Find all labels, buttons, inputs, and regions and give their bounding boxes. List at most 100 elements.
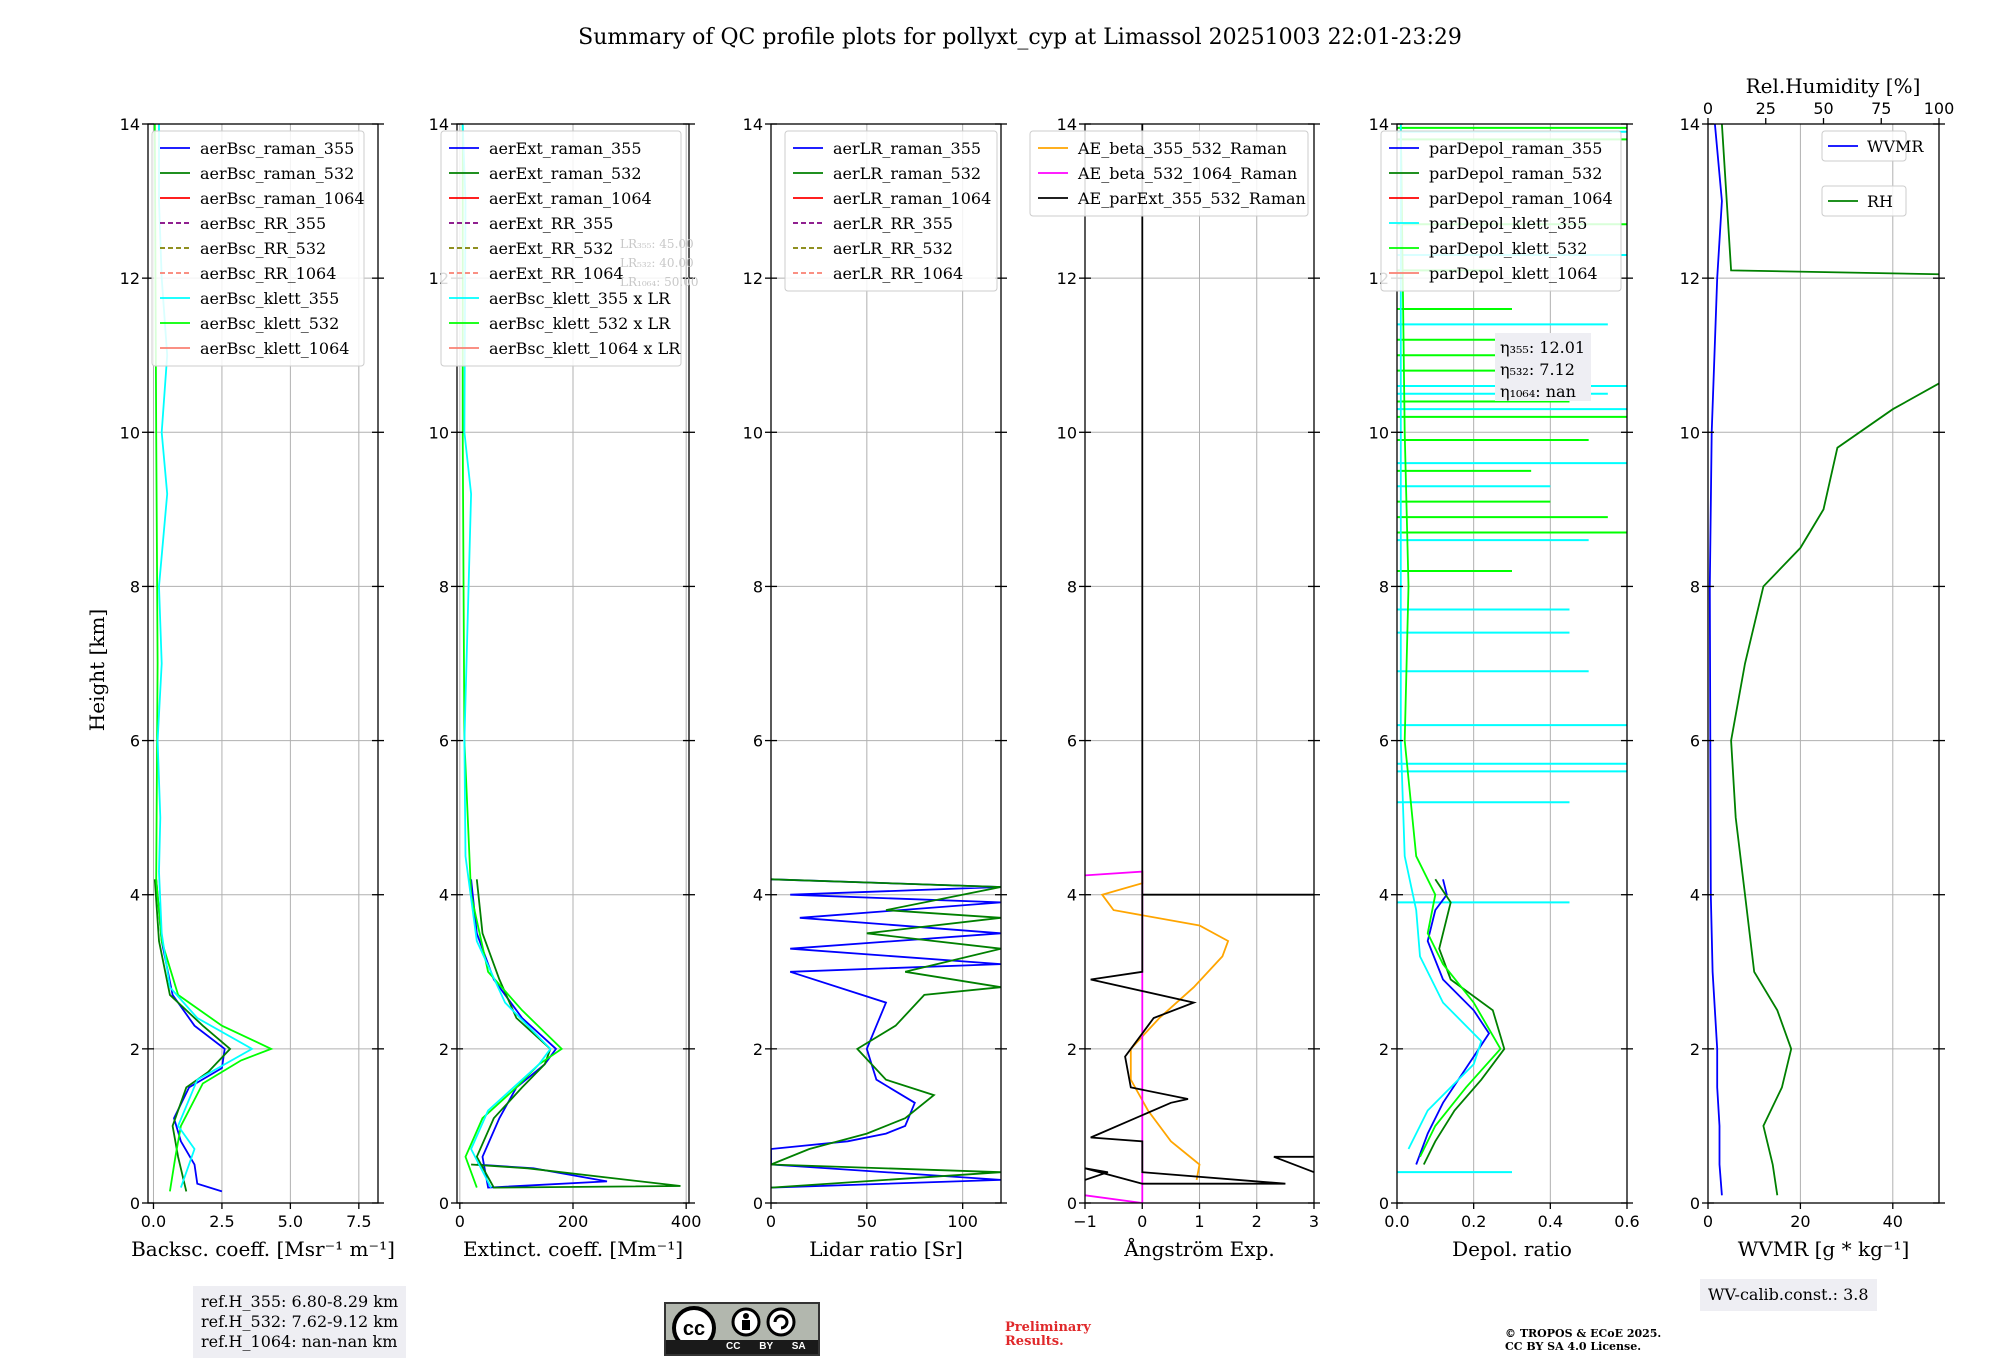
x-axis-label: Lidar ratio [Sr] [809, 1237, 963, 1261]
y-tick-label: 10 [1057, 423, 1077, 442]
ref-height-532: ref.H_532: 7.62-9.12 km [201, 1312, 399, 1331]
y-tick-label: 0 [1379, 1194, 1389, 1213]
lr-label: LR₅₃₂: 40.00 [620, 256, 694, 270]
preliminary-line-2: Results. [1005, 1334, 1064, 1349]
y-tick-label: 0 [1690, 1194, 1700, 1213]
legend-label: parDepol_klett_355 [1429, 214, 1587, 233]
plot-area [1708, 124, 1939, 1196]
svg-text:cc: cc [683, 1318, 705, 1340]
copyright-note: © TROPOS & ECoE 2025. CC BY SA 4.0 Licen… [1505, 1327, 1661, 1353]
top-x-tick-label: 75 [1871, 99, 1891, 118]
x-axis-label: Depol. ratio [1452, 1237, 1572, 1261]
y-tick-label: 2 [1690, 1040, 1700, 1059]
legend-label: aerLR_raman_1064 [833, 189, 991, 208]
y-tick-label: 12 [1057, 269, 1077, 288]
y-tick-label: 8 [1067, 577, 1077, 596]
y-tick-label: 14 [120, 115, 140, 134]
top-x-tick-label: 50 [1813, 99, 1833, 118]
plot-area [771, 878, 1001, 1189]
lr-label: LR₁₀₆₄: 50.00 [620, 275, 698, 289]
axes-frame [770, 123, 1002, 1204]
x-tick-label: 200 [558, 1212, 589, 1231]
legend-label: parDepol_klett_1064 [1429, 264, 1598, 283]
series-extra-segment [1273, 1155, 1314, 1174]
legend-label: aerBsc_klett_1064 x LR [489, 339, 681, 358]
y-tick-label: 6 [1067, 732, 1077, 751]
x-tick-label: 0.0 [1384, 1212, 1409, 1231]
series-aerLR_raman_355 [771, 878, 1001, 1189]
y-tick-label: 2 [1067, 1040, 1077, 1059]
y-tick-label: 2 [1379, 1040, 1389, 1059]
series-aerLR_raman_532 [771, 878, 1001, 1189]
x-tick-label: 400 [671, 1212, 702, 1231]
x-tick-label: 2 [1252, 1212, 1262, 1231]
x-tick-label: 0.6 [1614, 1212, 1639, 1231]
ref-height-355: ref.H_355: 6.80-8.29 km [201, 1292, 399, 1311]
y-tick-label: 4 [1690, 886, 1700, 905]
y-tick-label: 14 [1369, 115, 1389, 134]
y-tick-label: 14 [1057, 115, 1077, 134]
y-tick-label: 2 [439, 1040, 449, 1059]
legend-label: RH [1867, 192, 1893, 211]
ref-height-1064: ref.H_1064: nan-nan km [201, 1332, 398, 1351]
legend-label: aerBsc_klett_1064 [200, 339, 349, 358]
y-tick-label: 0 [1067, 1194, 1077, 1213]
wv-calib-value: WV-calib.const.: 3.8 [1708, 1285, 1869, 1304]
y-tick-label: 6 [1379, 732, 1389, 751]
x-axis-label: WVMR [g * kg⁻¹] [1738, 1237, 1910, 1261]
legend-label: parDepol_raman_1064 [1429, 189, 1613, 208]
panel-backscatter: 0 2 4 6 8 10 12 14 0.0 2.5 5.0 7.5 Backsc. coeff. [M… [120, 115, 395, 1261]
legend-label: aerBsc_RR_1064 [200, 264, 336, 283]
series-parDepol_klett_355 [1399, 124, 1483, 1150]
legend-label: AE_beta_355_532_Raman [1077, 139, 1287, 158]
x-tick-label: 100 [947, 1212, 978, 1231]
copyright-line-1: © TROPOS & ECoE 2025. [1505, 1327, 1662, 1340]
series-parDepol_raman_532 [1422, 878, 1506, 1165]
legend-box [1821, 185, 1907, 217]
series-parDepol_klett_532 [1399, 124, 1502, 1158]
series-aerBsc_raman_355 [155, 879, 226, 1193]
ref-heights-box: ref.H_355: 6.80-8.29 km ref.H_532: 7.62-… [193, 1286, 407, 1358]
x-tick-label: 0 [766, 1212, 776, 1231]
y-tick-label: 14 [429, 115, 449, 134]
legend-label: aerLR_RR_532 [833, 239, 953, 258]
legend-label: aerBsc_klett_532 x LR [489, 314, 671, 333]
panel-lidar-ratio: 0 2 4 6 8 10 12 14 0 50 100 Lidar ratio [Sr] aerLR_r… [743, 115, 1007, 1261]
top-x-tick-label: 100 [1924, 99, 1955, 118]
axes-frame [147, 123, 379, 1204]
series-aerExt_raman_355 [470, 879, 608, 1189]
legend-label: aerExt_raman_532 [489, 164, 642, 183]
legend-label: aerExt_RR_355 [489, 214, 613, 233]
x-tick-label: 0.2 [1461, 1212, 1486, 1231]
x-tick-label: 7.5 [346, 1212, 371, 1231]
y-tick-label: 8 [130, 577, 140, 596]
legend-label: aerBsc_RR_532 [200, 239, 326, 258]
y-tick-label: 12 [1680, 269, 1700, 288]
y-tick-label: 10 [120, 423, 140, 442]
plot-area [1085, 124, 1314, 1203]
top-x-tick-label: 25 [1756, 99, 1776, 118]
y-tick-label: 2 [753, 1040, 763, 1059]
x-tick-label: 50 [857, 1212, 877, 1231]
eta-label: η₃₅₅: 12.01 [1500, 338, 1585, 357]
x-axis-label: Ångström Exp. [1123, 1236, 1274, 1261]
series-aerBsc_klett_532 x LR [461, 124, 564, 1188]
legend-label: aerExt_RR_532 [489, 239, 613, 258]
axes-frame [1707, 123, 1940, 1204]
x-tick-label: 0 [1137, 1212, 1147, 1231]
cc-icon: cc [672, 1306, 796, 1350]
eta-box [1495, 333, 1591, 401]
legend-label: aerBsc_klett_355 [200, 289, 339, 308]
series-aerBsc_klett_532 [153, 124, 274, 1192]
x-tick-label: 0.4 [1538, 1212, 1563, 1231]
legend-label: aerExt_raman_1064 [489, 189, 652, 208]
y-tick-label: 8 [753, 577, 763, 596]
series-parDepol_raman_355 [1415, 879, 1491, 1165]
y-tick-label: 0 [439, 1194, 449, 1213]
legend-box [151, 130, 365, 367]
